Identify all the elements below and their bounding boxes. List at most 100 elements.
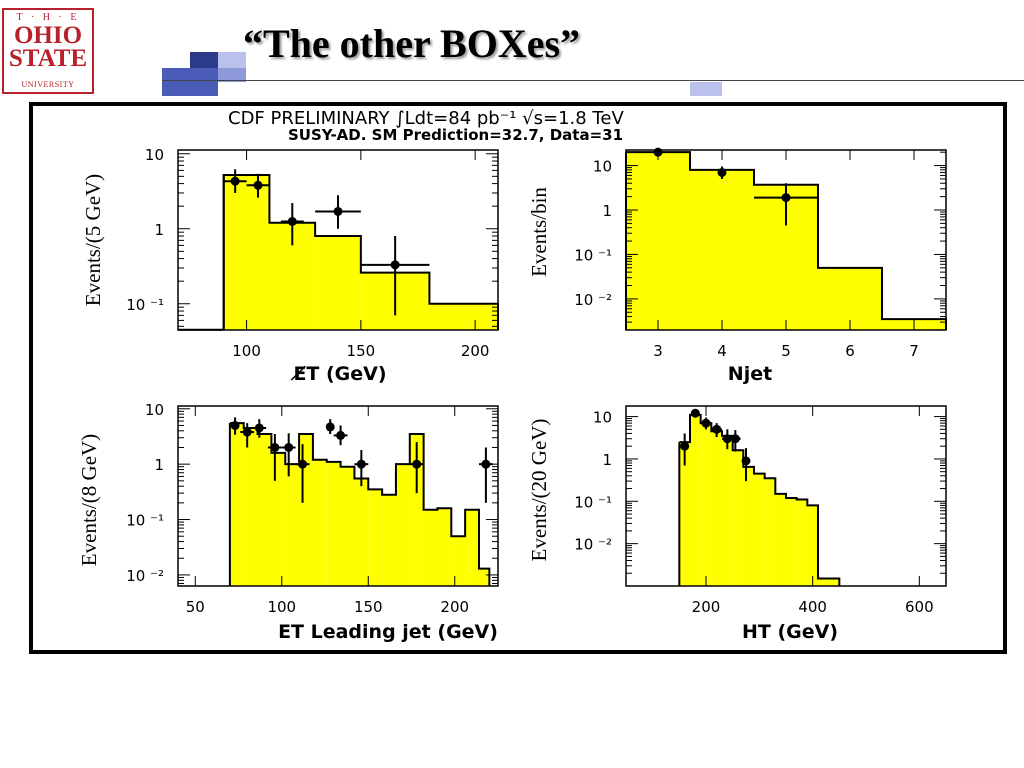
deco-square — [690, 82, 722, 96]
data-point — [254, 423, 264, 433]
hist-bin — [786, 497, 797, 586]
data-point — [270, 442, 280, 452]
hist-bin — [312, 459, 327, 586]
data-point — [701, 418, 711, 428]
hist-bin — [451, 536, 466, 586]
axes-frame — [625, 405, 947, 587]
deco-square — [190, 52, 218, 68]
hist-bin — [807, 505, 818, 586]
hist-bin — [478, 568, 490, 586]
x-tick-label: 100 — [232, 342, 261, 360]
deco-square — [218, 68, 246, 82]
data-point — [412, 459, 422, 469]
hist-bin — [711, 431, 722, 586]
data-point — [741, 456, 751, 466]
data-point — [653, 147, 663, 157]
hist-bin — [285, 464, 300, 586]
y-tick-label: 10 — [145, 401, 164, 419]
data-point — [336, 430, 346, 440]
y-axis-label: Events/bin — [527, 187, 551, 277]
x-tick-label: 200 — [461, 342, 490, 360]
panel-1: 10 1 10 ⁻¹ 100 150 200 E̸T (GeV) Events/(5 GeV) — [81, 146, 499, 385]
data-point — [298, 459, 308, 469]
data-point — [287, 216, 297, 226]
deco-square — [218, 52, 246, 68]
hist-outline — [178, 174, 499, 331]
x-axis-label: Njet — [728, 363, 772, 385]
logo-university: UNIVERSITY — [21, 80, 75, 89]
data-point — [284, 442, 294, 452]
hist-bin — [243, 427, 258, 586]
x-tick-label: 7 — [909, 342, 919, 360]
hist-bin — [326, 461, 341, 586]
hist-bin — [368, 489, 383, 586]
hist-bin — [743, 466, 754, 586]
axes-frame — [177, 405, 499, 587]
figure-header-line1: CDF PRELIMINARY ∫Ldt=84 pb⁻¹ √s=1.8 TeV — [228, 108, 624, 129]
hist-bin — [340, 466, 355, 586]
y-axis-label: Events/(5 GeV) — [81, 174, 105, 306]
data-point — [333, 206, 343, 216]
hist-bin — [626, 152, 690, 330]
x-tick-label: 150 — [347, 342, 376, 360]
logo-the: T · H · E — [16, 12, 80, 23]
hist-bin — [257, 434, 272, 586]
y-tick-label: 10 ⁻¹ — [574, 493, 612, 511]
hist-bin — [465, 509, 479, 586]
y-tick-label: 10 — [145, 146, 164, 164]
hist-bin — [354, 478, 369, 586]
y-axis-label: Events/(8 GeV) — [77, 434, 101, 566]
header-rule — [162, 80, 1024, 81]
x-axis-label: HT (GeV) — [742, 621, 838, 643]
x-tick-label: 150 — [354, 598, 383, 616]
hist-bin — [764, 478, 776, 586]
panel-4: 10 1 10 ⁻¹ 10 ⁻² 200 400 600 HT (GeV) Events/(20… — [527, 405, 947, 643]
hist-bin — [409, 434, 424, 586]
x-tick-label: 200 — [692, 598, 721, 616]
x-tick-label: 4 — [717, 342, 727, 360]
slide-title: “The other BOXes” — [243, 21, 581, 66]
y-tick-label: 1 — [154, 221, 164, 239]
y-tick-label: 10 ⁻² — [126, 567, 164, 585]
hist-outline — [229, 422, 491, 586]
x-tick-label: 400 — [798, 598, 827, 616]
hist-bin — [775, 493, 786, 586]
y-tick-label: 10 ⁻¹ — [574, 246, 612, 264]
data-point — [242, 427, 252, 437]
data-point — [230, 420, 240, 430]
hist-bin — [229, 423, 244, 586]
y-tick-label: 10 ⁻¹ — [126, 512, 164, 530]
hist-bin — [818, 267, 882, 330]
y-tick-label: 10 — [593, 158, 612, 176]
y-tick-label: 1 — [602, 202, 612, 220]
ohio-state-logo: T · H · E OHIO STATE UNIVERSITY — [2, 8, 94, 94]
hist-bin — [732, 450, 744, 586]
hist-bin — [437, 508, 452, 586]
x-tick-label: 50 — [186, 598, 205, 616]
data-point — [325, 422, 335, 432]
data-point — [390, 260, 400, 270]
data-point — [680, 441, 690, 451]
data-point — [717, 167, 727, 177]
x-tick-label: 5 — [781, 342, 791, 360]
deco-square — [162, 68, 218, 96]
data-point — [781, 193, 791, 203]
hist-bin — [423, 509, 438, 586]
hist-bin — [700, 423, 712, 586]
figure-header-line2: SUSY-AD. SM Prediction=32.7, Data=31 — [288, 126, 624, 144]
hist-bin — [818, 578, 840, 586]
x-tick-label: 3 — [653, 342, 663, 360]
hist-bin — [754, 473, 765, 586]
y-tick-label: 1 — [154, 456, 164, 474]
data-point — [722, 434, 732, 444]
data-point — [730, 434, 740, 444]
hist-bin — [796, 499, 808, 586]
x-tick-label: 100 — [267, 598, 296, 616]
logo-ohio: OHIO — [13, 22, 83, 49]
data-point — [481, 459, 491, 469]
data-point — [253, 180, 263, 190]
x-axis-label: ET Leading jet (GeV) — [278, 621, 498, 643]
y-tick-label: 10 — [593, 409, 612, 427]
y-tick-label: 10 ⁻¹ — [126, 296, 164, 314]
x-axis-label: E̸T (GeV) — [290, 363, 386, 385]
